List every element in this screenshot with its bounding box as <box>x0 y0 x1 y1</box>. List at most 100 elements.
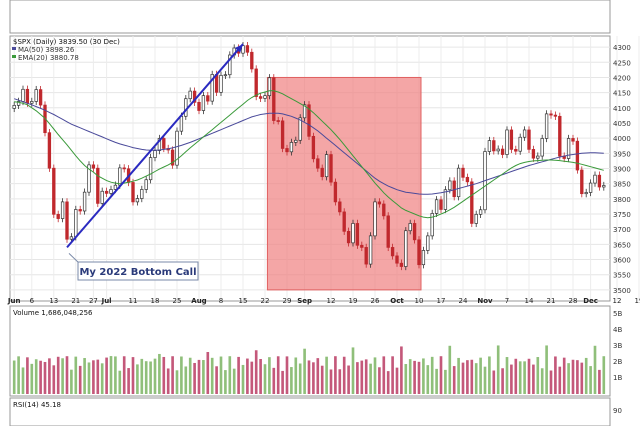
x-tick-label: 19 <box>349 297 358 305</box>
volume-bar <box>391 356 394 394</box>
candle <box>197 98 201 115</box>
candle <box>487 136 492 156</box>
candle <box>492 136 496 155</box>
candle <box>333 178 338 206</box>
candle <box>38 85 43 109</box>
volume-bar <box>87 362 91 394</box>
volume-bar <box>193 362 196 394</box>
volume-bar <box>246 358 249 394</box>
y-tick-label: 4050 <box>613 120 631 128</box>
candle <box>496 145 500 155</box>
candle <box>100 187 104 208</box>
volume-bar <box>382 356 386 394</box>
rsi-panel <box>9 397 611 427</box>
x-tick-label: 7 <box>505 297 509 305</box>
ma50-line <box>14 98 604 195</box>
legend-ma-swatch <box>12 47 16 50</box>
candle <box>566 134 571 163</box>
candle <box>368 232 373 268</box>
volume-bar <box>496 345 500 394</box>
date-axis-labels: Jun 6 13 21 27 Jul 11 18 25 Aug 8 15 22 29 Sep 12 19 26 Oc… <box>7 297 640 305</box>
y-tick-label: 4100 <box>613 105 631 113</box>
candle <box>404 227 408 271</box>
candles <box>12 41 606 271</box>
candle <box>412 219 417 244</box>
volume-bar <box>593 345 597 394</box>
candle <box>474 210 478 228</box>
y-tick-label: 3750 <box>613 211 631 219</box>
candle <box>60 198 65 223</box>
volume-bar <box>202 360 205 394</box>
volume-bar <box>276 356 280 394</box>
candle <box>426 232 430 255</box>
volume-bar <box>114 356 117 394</box>
x-tick-label: 6 <box>30 297 35 305</box>
candle <box>276 116 280 125</box>
y-tick-label: 4000 <box>613 135 631 143</box>
volume-tick-label: 3B <box>613 342 622 350</box>
candle <box>386 212 390 252</box>
candle <box>65 198 69 243</box>
volume-bar <box>122 356 126 394</box>
volume-bar <box>294 357 298 394</box>
candle <box>390 243 395 260</box>
volume-bar <box>149 361 152 394</box>
volume-bar <box>329 369 333 394</box>
legend-volume: Volume 1,686,048,256 <box>13 309 93 317</box>
volume-bar <box>180 356 183 394</box>
top-indicator-panel <box>9 0 611 34</box>
volume-bar <box>206 352 210 394</box>
volume-bar <box>83 358 86 394</box>
volume-bar <box>281 370 284 394</box>
candle <box>56 210 60 223</box>
volume-bar <box>171 356 174 394</box>
volume-bar <box>589 366 592 394</box>
y-tick-label: 4150 <box>613 90 631 98</box>
candle <box>470 178 474 228</box>
candle <box>122 164 126 173</box>
arrow-shaft <box>66 43 244 249</box>
x-tick-label: 24 <box>459 297 468 305</box>
x-tick-label: Jul <box>101 297 112 305</box>
volume-bar <box>505 357 509 394</box>
volume-bar <box>290 367 293 394</box>
volume-bar <box>210 357 214 394</box>
volume-bar <box>532 364 535 394</box>
candle <box>580 166 584 198</box>
volume-bar <box>92 360 95 394</box>
volume-bar <box>584 357 588 394</box>
y-tick-label: 3500 <box>613 287 631 295</box>
candle <box>478 206 483 218</box>
candle <box>258 92 263 103</box>
volume-bar <box>334 356 337 394</box>
volume-bar <box>540 368 544 394</box>
candle <box>78 205 82 215</box>
volume-bar <box>554 356 557 394</box>
x-tick-label: 10 <box>415 297 424 305</box>
volume-bar <box>518 361 522 394</box>
volume-bar <box>580 362 584 394</box>
candle <box>364 243 368 268</box>
candle <box>324 150 329 181</box>
arrow-head <box>234 44 243 53</box>
volume-bar <box>140 358 144 394</box>
candle <box>373 198 377 240</box>
candle <box>302 101 307 122</box>
candle <box>135 194 140 206</box>
volume-bar <box>316 358 320 394</box>
volume-bar <box>70 369 73 394</box>
candle <box>12 101 16 113</box>
y-tick-label: 3550 <box>613 272 631 280</box>
volume-bar <box>105 357 108 394</box>
volume-bar <box>448 345 452 394</box>
price-axis-labels: 4300 4250 4200 4150 4100 4050 4000 3950 3900 3850… <box>613 44 631 295</box>
volume-bar <box>136 364 139 394</box>
candle <box>131 178 135 206</box>
volume-bar <box>26 357 29 394</box>
candle <box>30 97 34 107</box>
candle <box>219 71 223 96</box>
volume-bars <box>12 345 606 394</box>
candle <box>509 126 514 154</box>
y-tick-label: 3650 <box>613 241 631 249</box>
candle <box>434 196 439 218</box>
